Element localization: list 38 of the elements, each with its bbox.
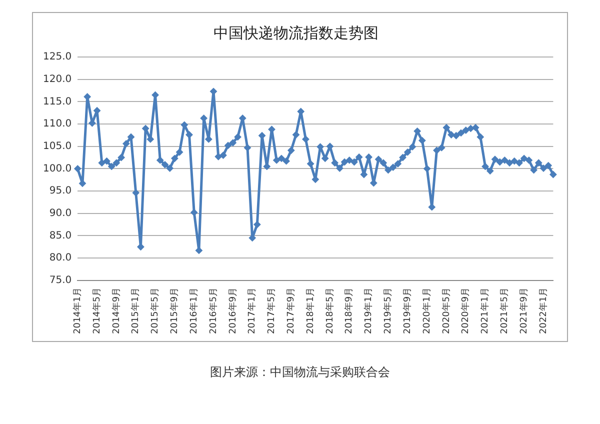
x-tick-label: 2014年5月 [91, 287, 102, 334]
x-tick-label: 2017年1月 [246, 287, 258, 334]
x-tick-label: 2018年1月 [304, 287, 316, 334]
chart-title: 中国快递物流指数走势图 [214, 24, 378, 42]
y-tick-label: 75.0 [49, 274, 72, 286]
x-tick-label: 2018年5月 [324, 287, 336, 334]
x-tick-label: 2019年9月 [402, 287, 413, 334]
x-tick-label: 2016年9月 [227, 287, 238, 334]
x-tick-label: 2020年5月 [440, 287, 452, 334]
x-tick-label: 2014年9月 [110, 287, 122, 334]
y-tick-label: 85.0 [49, 230, 72, 242]
x-tick-label: 2018年9月 [344, 287, 355, 334]
x-tick-label: 2015年9月 [169, 287, 180, 334]
y-tick-label: 115.0 [42, 96, 72, 108]
x-tick-label: 2016年1月 [188, 287, 200, 334]
x-tick-label: 2020年1月 [421, 287, 432, 334]
y-tick-label: 105.0 [42, 140, 72, 152]
x-tick-label: 2019年5月 [382, 287, 394, 334]
x-tick-label: 2021年5月 [499, 287, 510, 334]
y-tick-label: 110.0 [42, 118, 72, 130]
x-tick-label: 2019年1月 [363, 287, 374, 334]
y-tick-label: 100.0 [42, 163, 72, 174]
y-tick-label: 80.0 [49, 252, 72, 264]
y-tick-label: 120.0 [42, 74, 72, 85]
y-tick-label: 90.0 [49, 208, 72, 219]
y-tick-label: 125.0 [42, 52, 72, 63]
x-tick-label: 2020年9月 [460, 287, 472, 334]
x-tick-label: 2022年1月 [538, 287, 549, 334]
x-tick-label: 2017年5月 [266, 287, 278, 334]
x-tick-label: 2017年9月 [285, 287, 296, 334]
x-tick-label: 2016年5月 [208, 287, 219, 334]
x-tick-label: 2021年9月 [518, 287, 530, 334]
x-tick-label: 2021年1月 [480, 287, 491, 334]
y-tick-label: 95.0 [49, 186, 72, 197]
x-tick-label: 2014年1月 [72, 287, 83, 334]
text: 图片来源：中国物流与采购联合会 [209, 364, 391, 381]
x-tick-label: 2015年1月 [130, 287, 142, 334]
x-tick-label: 2015年5月 [150, 287, 161, 334]
